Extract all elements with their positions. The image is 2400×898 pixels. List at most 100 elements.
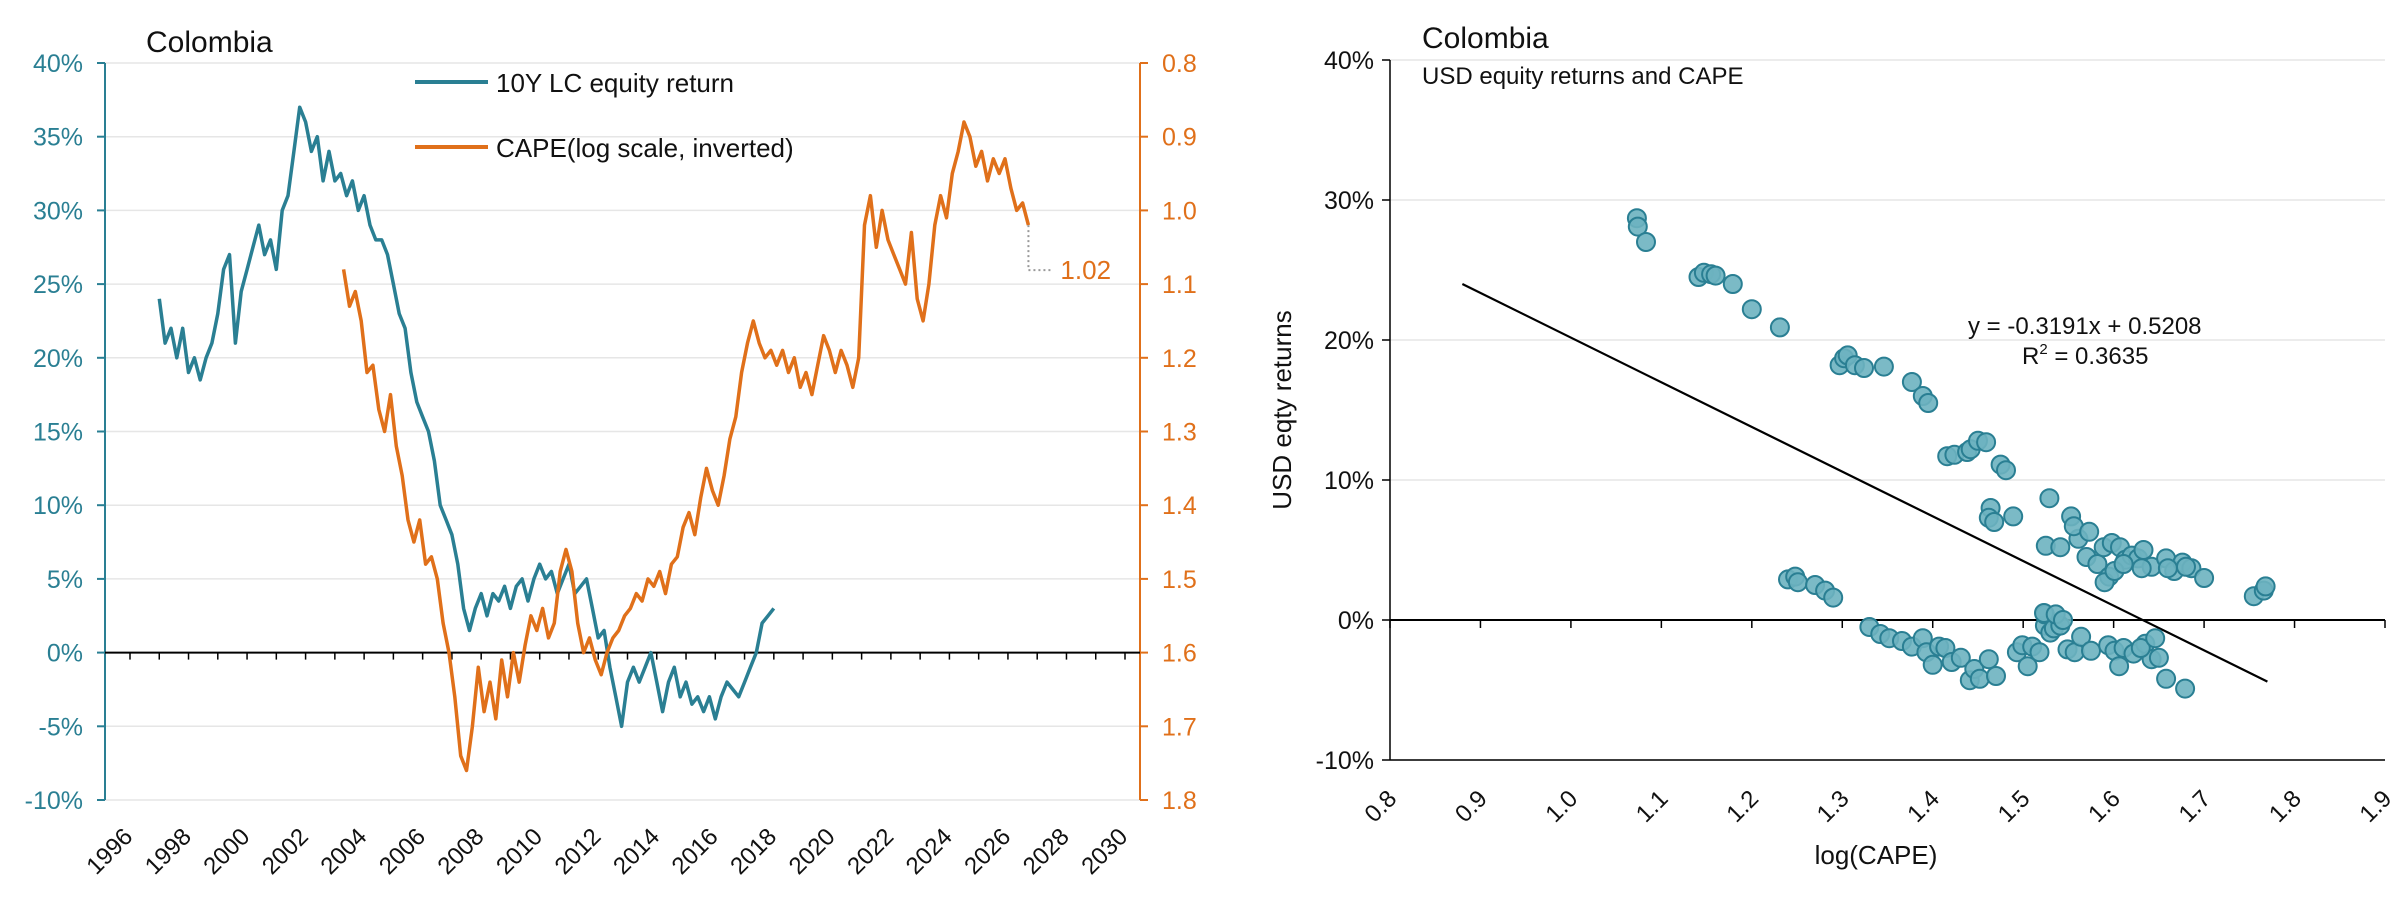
r-squared-text: R2 = 0.3635: [2022, 341, 2148, 370]
scatter-point: [2156, 668, 2177, 689]
scatter-point: [1834, 348, 1855, 369]
scatter-point: [2034, 615, 2055, 636]
scatter-point: [2164, 561, 2185, 581]
scatter-point: [2012, 635, 2033, 656]
right-tick-label: 0.8: [1162, 50, 1197, 78]
scatter-point: [2176, 556, 2196, 577]
y-tick-label: 30%: [1324, 187, 1374, 215]
scatter-point: [2035, 535, 2056, 556]
scatter-point: [1980, 498, 2001, 518]
scatter-point: [1960, 439, 1981, 460]
x-tick-label: 2024: [901, 823, 958, 880]
y-tick-label: -10%: [1316, 747, 1374, 775]
right-tick-label: 1.5: [1162, 566, 1197, 594]
scatter-point: [2050, 615, 2071, 636]
scatter-point: [2121, 545, 2142, 566]
legend: 10Y LC equity return CAPE(log scale, inv…: [415, 68, 794, 163]
x-tick-label: 2010: [491, 823, 548, 880]
scatter-point: [2099, 566, 2120, 587]
x-tick-label: 2002: [257, 823, 314, 880]
scatter-point: [1844, 355, 1865, 376]
left-tick-label: 35%: [33, 124, 83, 152]
annotation-leader: [1027, 225, 1051, 272]
right-tick-label: 1.7: [1162, 713, 1197, 741]
legend-label-cape: CAPE(log scale, inverted): [496, 133, 794, 163]
x-axis-label: log(CAPE): [1815, 840, 1938, 870]
scatter-point: [1778, 569, 1798, 590]
scatter-point: [2123, 643, 2144, 664]
scatter-point: [1722, 274, 1743, 294]
r2-exponent: 2: [2039, 341, 2047, 358]
right-tick-label: 1.8: [1162, 787, 1197, 815]
scatter-point: [1805, 575, 1826, 595]
scatter-point: [1636, 232, 1656, 252]
scatter-point: [1859, 617, 1880, 637]
scatter-gridlines: [1390, 59, 2385, 761]
r2-prefix: R: [2022, 343, 2039, 370]
scatter-point: [1741, 299, 1762, 320]
trendline-path: [1461, 283, 2268, 683]
scatter-point: [2064, 642, 2085, 663]
scatter-point: [2081, 640, 2101, 661]
scatter-point: [2098, 635, 2119, 656]
x-tick-label: 2006: [374, 823, 431, 880]
x-tick-label: 2028: [1018, 823, 1075, 880]
scatter-point: [1854, 358, 1874, 378]
x-tick-label: 2000: [198, 823, 255, 880]
scatter-point: [1837, 345, 1858, 366]
left-tick-label: 0%: [47, 640, 83, 668]
scatter-point: [2141, 649, 2162, 670]
scatter-point: [2079, 521, 2100, 542]
x-tick-label: 1.2: [1721, 785, 1764, 828]
x-tick-label: 0.8: [1360, 785, 1403, 828]
scatter-point: [2110, 537, 2130, 558]
right-tick-label: 0.9: [1162, 124, 1197, 152]
scatter-point: [1986, 666, 2006, 686]
scatter-point: [2148, 647, 2169, 668]
x-tick-label: 1.1: [1631, 785, 1674, 828]
y-tick-label: 10%: [1324, 467, 1374, 495]
scatter-point: [2113, 638, 2134, 658]
scatter-point: [1912, 628, 1933, 649]
scatter-point: [2093, 537, 2114, 558]
scatter-point: [1918, 393, 1939, 413]
trendline: [1461, 283, 2268, 683]
right-tick-label: 1.2: [1162, 345, 1197, 373]
y-tick-label: 20%: [1324, 327, 1374, 355]
equation-text: y = -0.3191x + 0.5208: [1968, 313, 2202, 340]
left-line-chart: Colombia -10% -5% 0% 5% 10% 15% 20% 25% 30% 35% 40…: [25, 26, 1197, 880]
scatter-point: [2194, 568, 2215, 588]
left-gridlines: [105, 62, 1140, 801]
y-axis-label: USD eqty returns: [1267, 310, 1297, 509]
scatter-point: [1705, 265, 1726, 286]
x-tick-label: 1.8: [2264, 785, 2307, 828]
scatter-point: [1978, 649, 1999, 670]
trendline-equation: y = -0.3191x + 0.5208 R2 = 0.3635: [1968, 313, 2202, 370]
x-tick-label: 0.9: [1450, 785, 1493, 828]
scatter-point: [2003, 506, 2024, 527]
x-tick-label: 1.5: [1993, 785, 2036, 828]
scatter-point: [1996, 460, 2016, 481]
scatter-point: [2141, 556, 2162, 577]
cape-latest-annotation: 1.02: [1027, 225, 1111, 285]
scatter-point: [1976, 432, 1997, 453]
scatter-point: [1785, 566, 1806, 587]
scatter-point: [2104, 561, 2125, 581]
scatter-point: [2061, 506, 2082, 527]
scatter-point: [2029, 642, 2050, 663]
scatter-point: [2172, 552, 2193, 573]
scatter-point: [2053, 610, 2073, 630]
x-tick-label: 2020: [784, 823, 841, 880]
scatter-point: [2109, 656, 2130, 677]
chart-title: Colombia: [146, 26, 273, 59]
y-tick-label: 0%: [1338, 607, 1374, 635]
annotation-value: 1.02: [1060, 255, 1111, 285]
scatter-subtitle: USD equity returns and CAPE: [1422, 63, 1743, 90]
scatter-point: [1627, 216, 1648, 237]
scatter-point: [1901, 636, 1922, 657]
scatter-point: [2253, 580, 2274, 601]
scatter-point: [1929, 636, 1950, 657]
scatter-point: [1815, 580, 1836, 601]
scatter-point: [2181, 558, 2202, 579]
scatter-point: [1901, 372, 1922, 392]
